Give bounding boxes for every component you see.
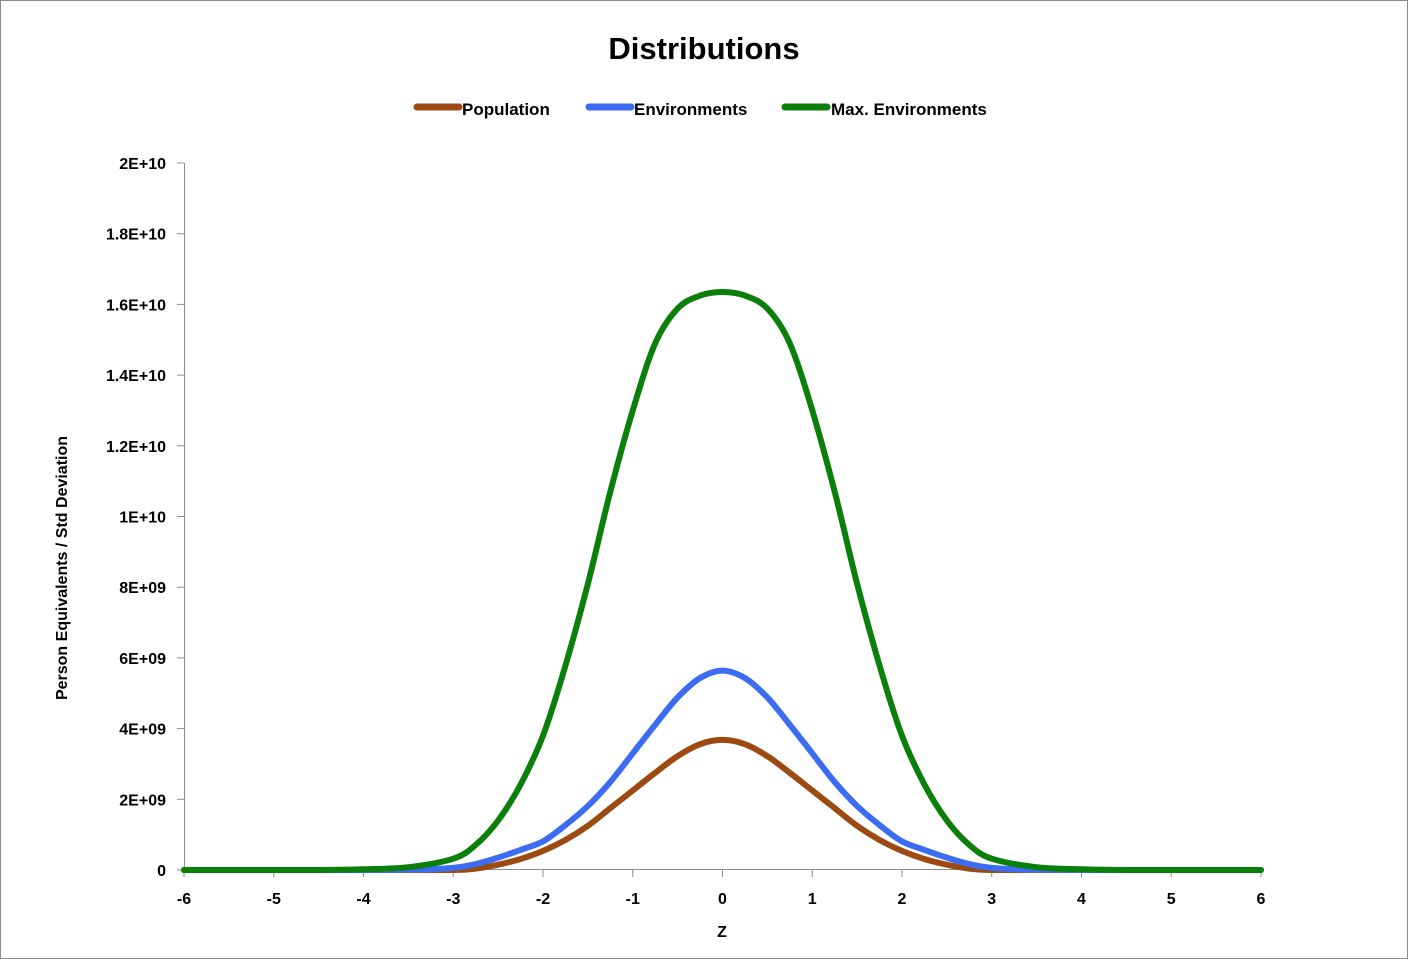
x-tick-label: -1	[626, 891, 640, 908]
x-tick-label: 2	[898, 891, 907, 908]
y-tick-label: 1E+10	[119, 510, 166, 527]
x-tick-label: -6	[177, 891, 191, 908]
y-tick-label: 8E+09	[119, 580, 166, 597]
x-tick-label: -2	[536, 891, 550, 908]
y-tick-label: 1.6E+10	[106, 297, 166, 314]
y-tick-label: 4E+09	[119, 722, 166, 739]
x-axis-title: Z	[717, 924, 727, 941]
legend-label-population: Population	[462, 100, 550, 119]
series-population-line	[181, 736, 1264, 873]
y-axis-title: Person Equivalents / Std Deviation	[54, 436, 71, 700]
legend-label-environments: Environments	[634, 100, 747, 119]
x-tick-label: 3	[987, 891, 996, 908]
y-tick-label: 6E+09	[119, 651, 166, 668]
x-axis-ticks: -6 -5 -4 -3 -2 -1 0 1 2 3 4 5 6	[177, 870, 1266, 908]
legend-label-max-environments: Max. Environments	[831, 100, 987, 119]
x-tick-label: 1	[808, 891, 817, 908]
y-tick-label: 1.8E+10	[106, 227, 166, 244]
x-tick-label: -3	[446, 891, 460, 908]
x-tick-label: 6	[1257, 891, 1266, 908]
y-tick-label: 2E+10	[119, 156, 166, 173]
y-tick-label: 1.2E+10	[106, 439, 166, 456]
x-tick-label: -4	[356, 891, 370, 908]
series-environments-line	[181, 667, 1264, 873]
series-lines	[181, 289, 1264, 873]
y-tick-label: 2E+09	[119, 792, 166, 809]
y-axis-ticks: 0 2E+09 4E+09 6E+09 8E+09 1E+10 1.2E+10 1.4E+10…	[106, 156, 184, 880]
x-tick-label: 4	[1077, 891, 1086, 908]
legend: Population Environments Max. Environment…	[413, 100, 987, 119]
series-max-environments-line	[181, 289, 1264, 873]
y-tick-label: 0	[157, 863, 166, 880]
y-tick-label: 1.4E+10	[106, 368, 166, 385]
x-tick-label: -5	[267, 891, 281, 908]
x-tick-label: 0	[718, 891, 727, 908]
chart-title: Distributions	[608, 31, 799, 66]
x-tick-label: 5	[1167, 891, 1176, 908]
